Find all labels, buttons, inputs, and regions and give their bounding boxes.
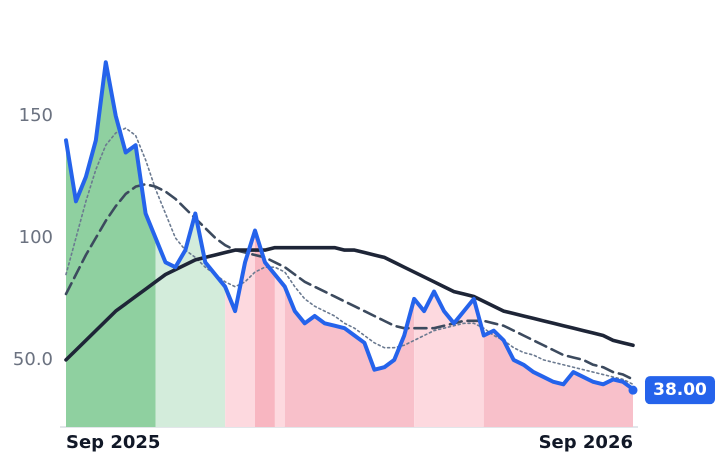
area bbox=[414, 291, 484, 427]
area bbox=[225, 230, 255, 427]
y-tick-label: 50.0 bbox=[13, 349, 53, 370]
price-line bbox=[64, 60, 635, 392]
area bbox=[66, 62, 156, 427]
y-tick-label: 150 bbox=[19, 105, 53, 126]
area bbox=[274, 274, 285, 427]
y-tick-label: 100 bbox=[19, 227, 53, 248]
area bbox=[255, 230, 275, 427]
area bbox=[155, 213, 226, 427]
x-tick-label: Sep 2026 bbox=[539, 432, 633, 453]
area bbox=[483, 330, 633, 427]
last-point bbox=[628, 385, 638, 395]
value-badge bbox=[645, 376, 715, 405]
average-line bbox=[65, 127, 634, 386]
x-tick-label: Sep 2025 bbox=[66, 432, 160, 453]
average-line bbox=[64, 182, 635, 381]
area bbox=[284, 286, 415, 427]
average-line bbox=[64, 245, 635, 362]
value-label: 38.00 bbox=[653, 380, 707, 400]
